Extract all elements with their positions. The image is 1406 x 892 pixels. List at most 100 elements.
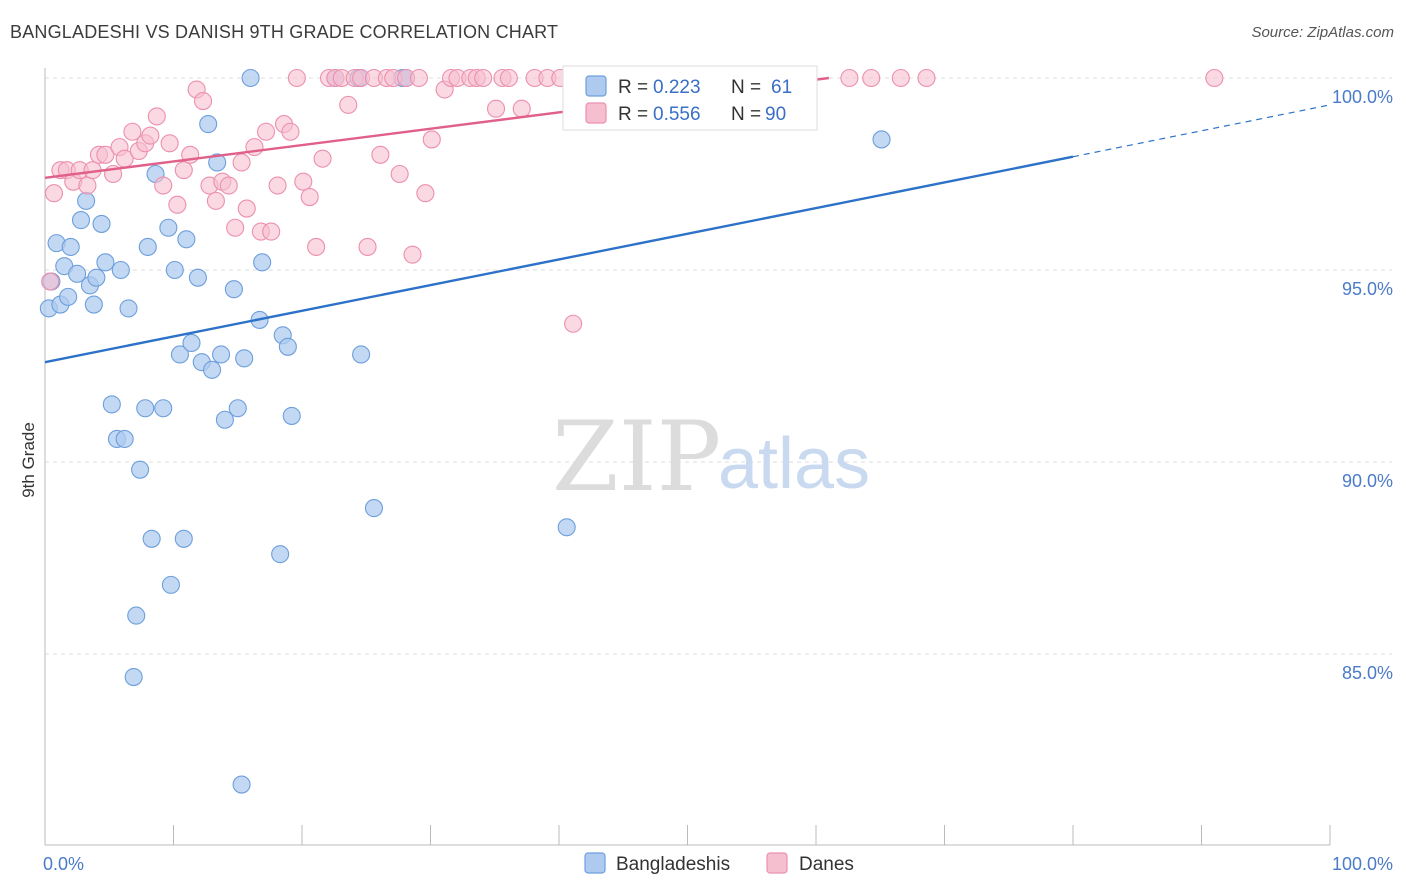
point-bangladeshis-8: [71, 211, 91, 230]
point-danes-85: [840, 68, 859, 88]
stats-n-label-blue: N =: [731, 77, 761, 98]
point-bangladeshis-19: [119, 299, 138, 318]
point-bangladeshis-31: [170, 345, 189, 364]
point-bangladeshis-52: [282, 406, 301, 425]
point-bangladeshis-15: [102, 395, 121, 414]
point-danes-19: [160, 134, 179, 153]
axes: [44, 68, 1331, 846]
y-axis-label: 9th Grade: [19, 422, 38, 498]
point-danes-16: [141, 126, 160, 145]
point-danes-74: [564, 314, 583, 333]
stats-r-label-pink: R =: [618, 104, 648, 125]
point-bangladeshis-48: [253, 253, 272, 272]
stats-n-label-pink: N =: [731, 104, 761, 125]
point-danes-60: [422, 130, 441, 149]
point-danes-6: [78, 176, 97, 195]
point-danes-66: [474, 68, 493, 88]
trend-line-bangladeshis: [44, 155, 1074, 364]
x-tick-label-0: 0.0%: [43, 854, 84, 874]
series-legend: Bangladeshis Danes: [584, 852, 854, 875]
point-bangladeshis-45: [235, 349, 254, 368]
point-bangladeshis-51: [278, 337, 297, 356]
point-danes-41: [300, 187, 319, 207]
point-danes-28: [219, 176, 238, 195]
point-bangladeshis-29: [161, 575, 180, 594]
point-danes-55: [390, 164, 409, 184]
point-bangladeshis-35: [188, 268, 207, 287]
point-danes-42: [307, 237, 326, 257]
point-bangladeshis-59: [557, 518, 576, 537]
point-danes-40: [294, 172, 313, 191]
legend-swatch-danes: [766, 852, 788, 874]
point-danes-88: [917, 68, 936, 88]
point-bangladeshis-27: [154, 399, 173, 418]
point-danes-9: [96, 145, 115, 164]
stats-r-label-blue: R =: [618, 77, 648, 98]
stats-legend-swatch-blue: [585, 75, 607, 97]
point-bangladeshis-17: [111, 260, 130, 280]
point-danes-38: [281, 122, 300, 141]
point-danes-67: [486, 99, 506, 118]
point-danes-86: [862, 68, 881, 88]
point-bangladeshis-32: [174, 529, 193, 548]
stats-legend: R = 0.223 N = 61 R = 0.556 N = 90: [562, 65, 818, 131]
trend-line-bangladeshis-extension: [1072, 104, 1331, 158]
point-danes-13: [123, 122, 142, 141]
point-danes-30: [232, 153, 251, 172]
x-tick-labels: 0.0% 100.0%: [43, 854, 1393, 874]
stats-r-value-blue: 0.223: [653, 77, 701, 98]
point-danes-20: [168, 195, 187, 214]
y-tick-label-1: 95.0%: [1342, 279, 1393, 299]
watermark-atlas: atlas: [718, 424, 870, 504]
point-bangladeshis-40: [211, 345, 231, 364]
stats-legend-swatch-pink: [585, 102, 607, 124]
point-bangladeshis-25: [142, 529, 161, 548]
watermark-zip: ZIP: [552, 401, 721, 513]
point-danes-87: [891, 68, 910, 88]
point-bangladeshis-11: [84, 295, 103, 314]
point-bangladeshis-39: [208, 153, 227, 172]
point-danes-34: [256, 122, 276, 141]
y-tick-label-2: 90.0%: [1342, 471, 1393, 491]
legend-label-bangladeshis: Bangladeshis: [616, 854, 730, 875]
stats-r-value-pink: 0.556: [653, 104, 701, 125]
point-bangladeshis-44: [232, 775, 251, 794]
point-bangladeshis-37: [199, 115, 218, 134]
point-danes-59: [416, 184, 435, 203]
point-bangladeshis-22: [131, 460, 150, 479]
point-danes-24: [194, 91, 213, 111]
point-danes-50: [358, 237, 377, 257]
y-tick-label-0: 100.0%: [1332, 87, 1393, 107]
point-danes-36: [268, 176, 287, 195]
point-bangladeshis-55: [352, 345, 371, 364]
chart-source: Source: ZipAtlas.com: [1251, 24, 1394, 41]
point-danes-58: [409, 68, 428, 88]
point-bangladeshis-34: [182, 333, 201, 353]
point-danes-17: [147, 107, 166, 126]
point-danes-1: [44, 184, 64, 203]
point-bangladeshis-41: [215, 410, 234, 429]
point-bangladeshis-30: [165, 260, 184, 280]
point-bangladeshis-60: [872, 130, 891, 149]
point-danes-52: [371, 145, 390, 164]
point-bangladeshis-18: [115, 429, 134, 449]
y-tick-labels: 100.0% 95.0% 90.0% 85.0%: [1332, 87, 1393, 683]
point-bangladeshis-24: [138, 237, 157, 257]
legend-swatch-bangladeshis: [584, 852, 606, 874]
point-bangladeshis-28: [159, 218, 178, 237]
point-bangladeshis-9: [77, 191, 96, 210]
point-bangladeshis-33: [177, 230, 196, 249]
point-bangladeshis-56: [364, 499, 384, 518]
point-bangladeshis-42: [224, 280, 243, 299]
watermark: ZIP atlas: [552, 401, 870, 513]
point-danes-70: [512, 99, 531, 118]
point-bangladeshis-14: [96, 253, 115, 272]
series-bangladeshis: [39, 68, 891, 794]
point-danes-29: [226, 218, 245, 237]
point-danes-35: [262, 222, 281, 241]
point-danes-18: [154, 176, 173, 195]
point-bangladeshis-7: [68, 264, 87, 283]
point-bangladeshis-12: [87, 268, 106, 287]
point-bangladeshis-38: [203, 360, 222, 379]
point-danes-43: [313, 149, 332, 168]
